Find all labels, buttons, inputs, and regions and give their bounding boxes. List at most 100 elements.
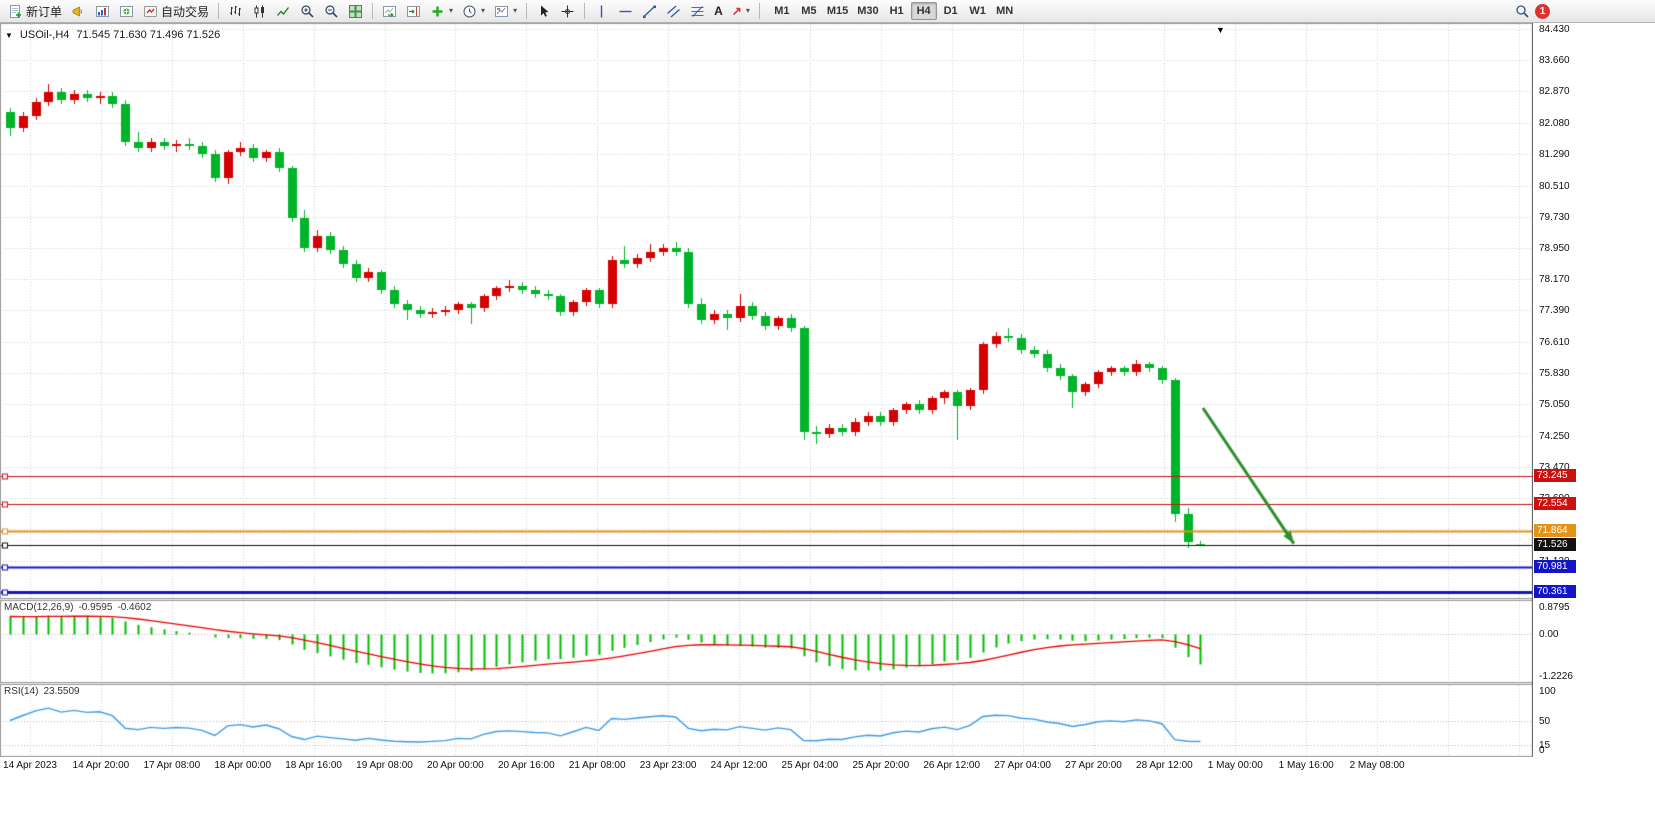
timeframe-m5-button[interactable]: M5	[796, 2, 822, 20]
price-axis-label: 80.510	[1539, 180, 1570, 192]
text-tool-button[interactable]: A	[710, 1, 727, 21]
price-axis-label: 74.250	[1539, 431, 1570, 442]
cursor-icon	[541, 5, 549, 17]
scroll-anchor-icon[interactable]: ▼	[1216, 25, 1225, 35]
search-button[interactable]	[1511, 1, 1534, 21]
crosshair-button[interactable]	[556, 1, 579, 21]
channel-icon	[667, 5, 681, 17]
text-tool-icon: A	[714, 4, 723, 18]
dropdown-caret-icon: ▾	[449, 6, 454, 15]
zoom-in-button[interactable]	[296, 1, 319, 21]
periods-button[interactable]: ▾	[458, 1, 489, 21]
new-order-button[interactable]: 新订单	[4, 1, 66, 21]
time-axis-label: 28 Apr 12:00	[1136, 760, 1193, 771]
trendline-button[interactable]	[638, 1, 661, 21]
dropdown-caret-icon: ▾	[745, 6, 750, 15]
price-axis-label: 75.050	[1539, 399, 1570, 410]
timeframe-m1-button[interactable]: M1	[769, 2, 795, 20]
chart-menu-icon[interactable]: ▼	[5, 30, 13, 40]
time-axis-label: 18 Apr 16:00	[285, 760, 342, 771]
templates-button[interactable]: ▾	[490, 1, 521, 21]
toolbar-separator	[584, 3, 586, 19]
zoom-out-icon	[325, 4, 338, 18]
chart-canvas[interactable]	[0, 23, 1533, 757]
price-tag: 71.864	[1534, 524, 1576, 538]
price-tag: 70.981	[1534, 559, 1576, 573]
price-axis-label: 73.470	[1539, 462, 1570, 474]
rsi-axis-label: 15	[1539, 740, 1551, 752]
navigator-button[interactable]	[115, 1, 138, 21]
trendline-icon	[643, 5, 657, 18]
fibonacci-button[interactable]	[686, 1, 709, 21]
price-tag: 73.245	[1534, 469, 1576, 483]
arrows-tool-icon: ↗	[731, 4, 742, 18]
timeframe-h1-button[interactable]: H1	[884, 2, 910, 20]
alerts-button[interactable]	[67, 1, 90, 21]
auto-trading-icon	[144, 5, 158, 17]
line-chart-icon	[277, 6, 290, 16]
vertical-line-button[interactable]	[590, 1, 613, 21]
toolbar-separator	[526, 3, 528, 19]
fibonacci-icon	[691, 5, 704, 17]
chart-shift-icon	[407, 5, 421, 17]
notification-badge[interactable]: 1	[1535, 3, 1550, 19]
toolbar-separator	[758, 3, 760, 19]
timeframe-d1-button[interactable]: D1	[938, 2, 964, 20]
bar-chart-button[interactable]	[224, 1, 247, 21]
macd-main-value: -0.9595	[78, 602, 113, 613]
price-axis-label: 82.870	[1539, 86, 1570, 98]
new-order-label: 新订单	[26, 4, 63, 19]
time-axis-label: 20 Apr 00:00	[427, 760, 484, 771]
time-axis-label: 2 May 08:00	[1349, 760, 1405, 771]
arrows-tool-button[interactable]: ↗ ▾	[728, 1, 754, 21]
toolbar-separator	[218, 3, 220, 19]
timeframe-mn-button[interactable]: MN	[992, 2, 1018, 20]
rsi-axis-label: 100	[1539, 686, 1556, 697]
clock-icon	[463, 5, 476, 17]
navigator-icon	[120, 5, 134, 17]
time-axis-label: 14 Apr 2023	[3, 760, 57, 771]
line-chart-button[interactable]	[272, 1, 295, 21]
tile-windows-icon	[349, 4, 363, 18]
price-tag: 71.526	[1534, 537, 1576, 551]
toolbar-separator	[372, 3, 374, 19]
time-axis-label: 25 Apr 20:00	[852, 760, 910, 771]
price-axis-label: 83.660	[1539, 54, 1570, 66]
search-icon	[1516, 4, 1529, 18]
horizontal-line-button[interactable]	[614, 1, 637, 21]
vertical-line-icon	[600, 5, 603, 17]
timeframe-w1-button[interactable]: W1	[965, 2, 991, 20]
macd-axis-label: 0.00	[1539, 629, 1559, 641]
market-watch-button[interactable]	[91, 1, 114, 21]
macd-axis-label: 0.8795	[1539, 602, 1570, 613]
price-tag: 70.361	[1534, 584, 1576, 598]
tile-windows-button[interactable]	[344, 1, 367, 21]
chart-shift-button[interactable]	[402, 1, 425, 21]
auto-scroll-button[interactable]	[378, 1, 401, 21]
candlestick-chart-button[interactable]	[248, 1, 271, 21]
bar-chart-icon	[230, 5, 242, 16]
timeframe-h4-button[interactable]: H4	[910, 2, 937, 20]
chart-window: ▼ USOil-,H4 71.545 71.630 71.496 71.526 …	[0, 23, 1655, 826]
dropdown-caret-icon: ▾	[481, 6, 486, 15]
time-axis-label: 25 Apr 04:00	[781, 760, 839, 771]
price-axis-label: 79.730	[1539, 211, 1570, 223]
time-axis-label: 27 Apr 04:00	[994, 760, 1051, 771]
time-axis-label: 19 Apr 08:00	[356, 760, 413, 771]
timeframe-m15-button[interactable]: M15	[823, 2, 852, 20]
zoom-out-button[interactable]	[320, 1, 343, 21]
zoom-in-icon	[301, 4, 314, 18]
macd-axis-label: -1.2226	[1539, 671, 1573, 682]
candlestick-icon	[254, 5, 265, 17]
channel-button[interactable]	[662, 1, 685, 21]
cursor-button[interactable]	[532, 1, 555, 21]
chart-ohlc-values: 71.545 71.630 71.496 71.526	[76, 29, 221, 41]
chart-header: ▼ USOil-,H4 71.545 71.630 71.496 71.526	[5, 29, 220, 41]
price-tag: 72.554	[1534, 496, 1576, 510]
timeframe-m30-button[interactable]: M30	[853, 2, 882, 20]
time-axis-label: 1 May 00:00	[1207, 760, 1263, 771]
auto-trading-button[interactable]: 自动交易	[139, 1, 213, 21]
megaphone-icon	[72, 5, 82, 17]
indicators-button[interactable]: ▾	[426, 1, 457, 21]
time-axis-label: 26 Apr 12:00	[923, 760, 981, 771]
